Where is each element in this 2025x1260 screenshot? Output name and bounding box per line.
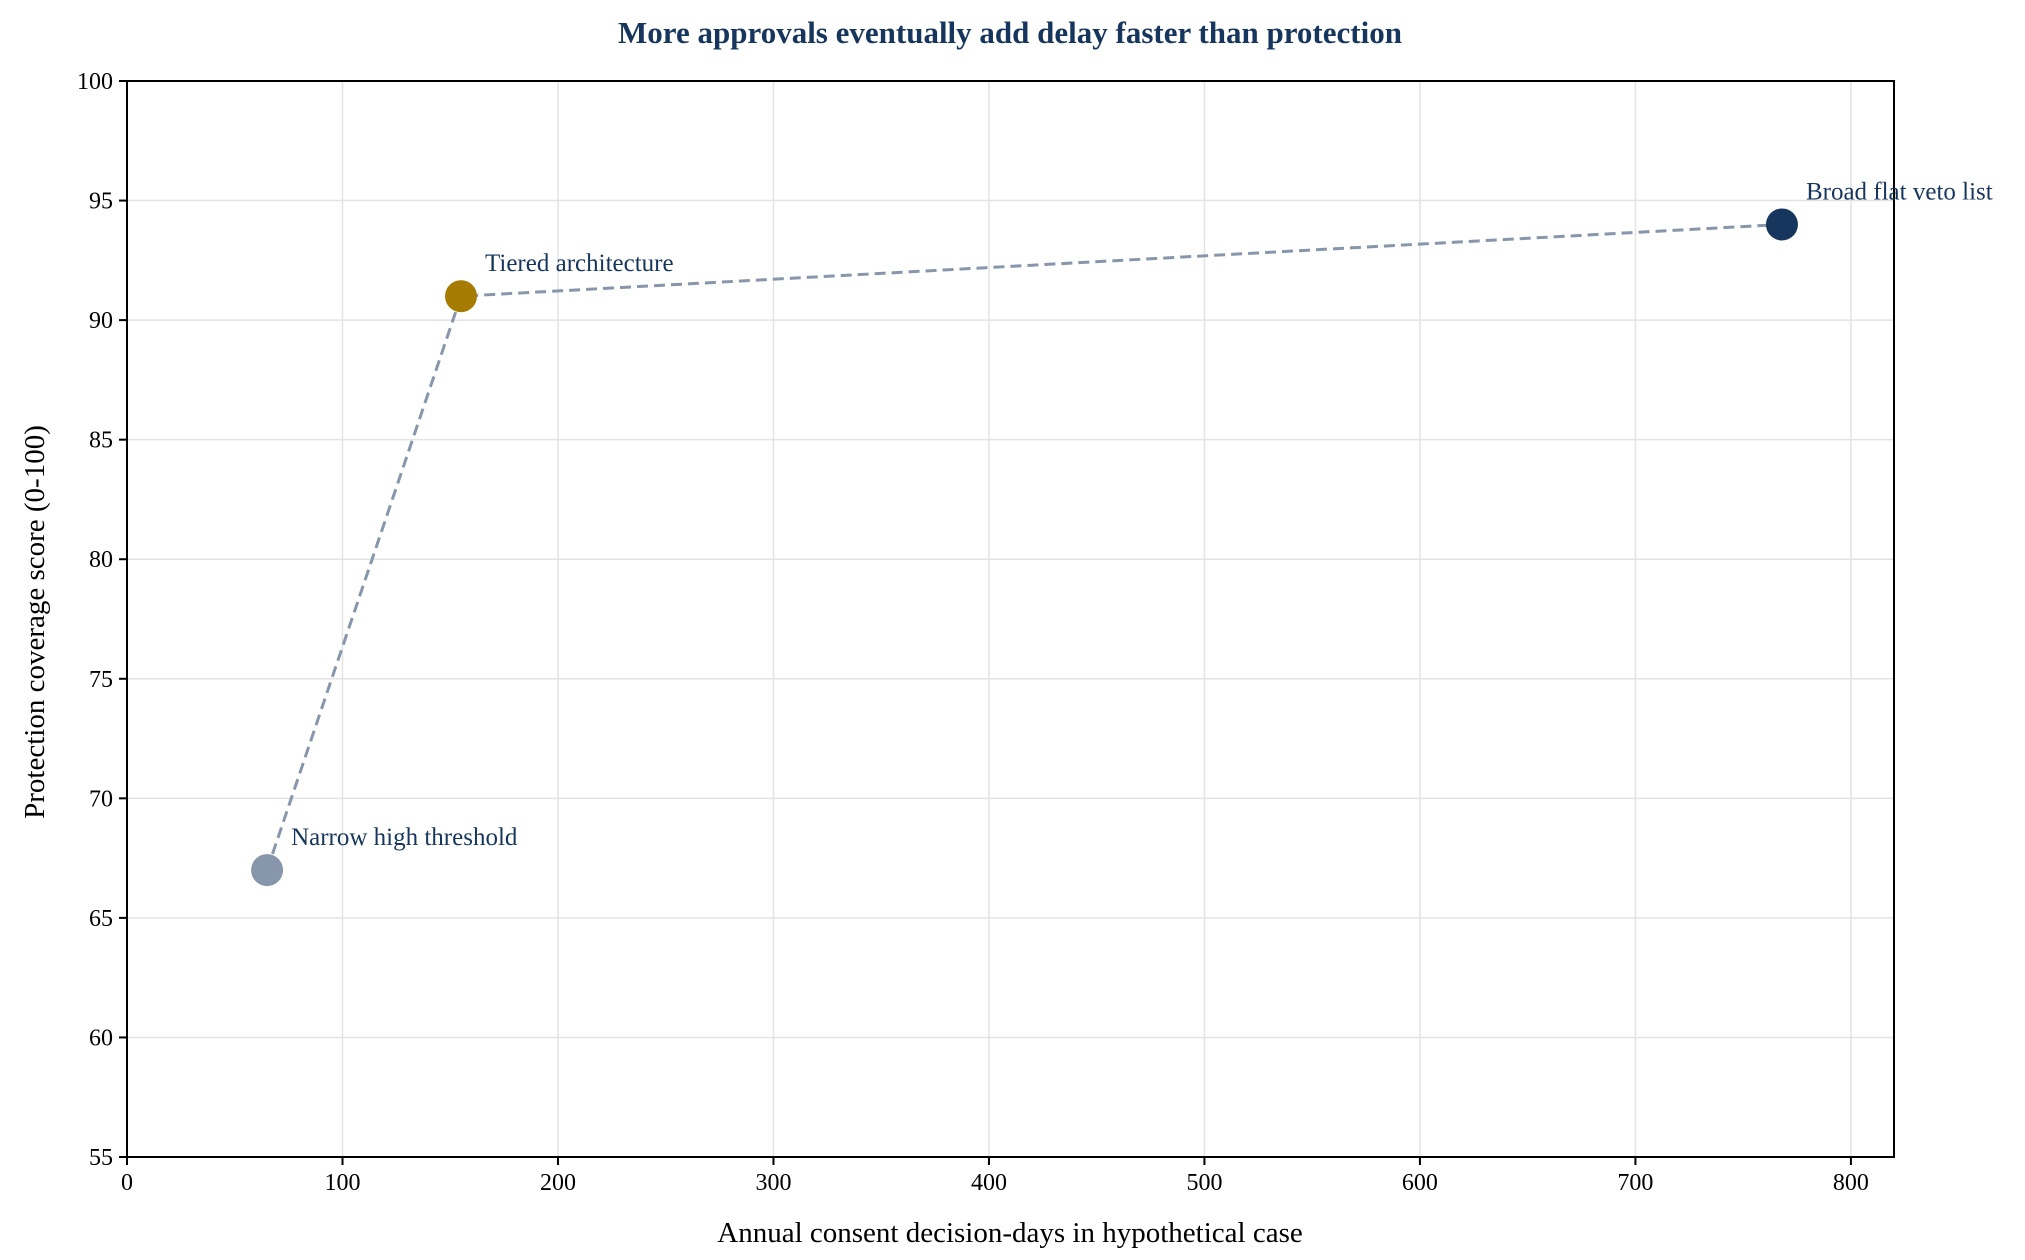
- x-tick-label: 700: [1617, 1170, 1653, 1196]
- data-point: [445, 280, 478, 313]
- y-tick-label: 90: [89, 308, 113, 334]
- x-tick-label: 300: [755, 1170, 791, 1196]
- x-tick-label: 800: [1833, 1170, 1869, 1196]
- x-tick-label: 600: [1402, 1170, 1438, 1196]
- y-tick-label: 70: [89, 786, 113, 812]
- chart-title: More approvals eventually add delay fast…: [618, 15, 1402, 50]
- data-point: [251, 854, 284, 887]
- y-tick-label: 65: [89, 906, 113, 932]
- x-tick-label: 200: [540, 1170, 576, 1196]
- y-tick-label: 80: [89, 547, 113, 573]
- data-point: [1765, 208, 1798, 241]
- data-point-label: Tiered architecture: [485, 250, 674, 277]
- x-axis-label: Annual consent decision-days in hypothet…: [717, 1217, 1302, 1249]
- y-axis-label: Protection coverage score (0-100): [19, 425, 51, 819]
- x-tick-label: 0: [121, 1170, 133, 1196]
- grid: [126, 80, 1894, 1158]
- y-tick-label: 95: [89, 189, 113, 215]
- x-tick-label: 500: [1186, 1170, 1222, 1196]
- data-point-label: Narrow high threshold: [291, 824, 518, 851]
- y-tick-label: 60: [89, 1025, 113, 1051]
- y-tick-label: 55: [89, 1145, 113, 1171]
- data-point-label: Broad flat veto list: [1806, 178, 1993, 205]
- x-axis-ticks: 0 100 200 300 400 500 600 700 800: [121, 1157, 1869, 1196]
- connector-line: [265, 222, 1783, 871]
- y-axis-ticks: 55 60 65 70 75 80 85 90 95 100: [77, 69, 127, 1171]
- data-point-labels: Narrow high threshold Tiered architecture…: [291, 178, 1993, 851]
- y-tick-label: 100: [77, 69, 113, 95]
- data-points: [251, 208, 1798, 887]
- plot-area-frame: [126, 80, 1895, 1158]
- connector-lines: [265, 222, 1783, 871]
- y-tick-label: 75: [89, 667, 113, 693]
- y-tick-label: 85: [89, 428, 113, 454]
- x-tick-label: 100: [324, 1170, 360, 1196]
- x-tick-label: 400: [971, 1170, 1007, 1196]
